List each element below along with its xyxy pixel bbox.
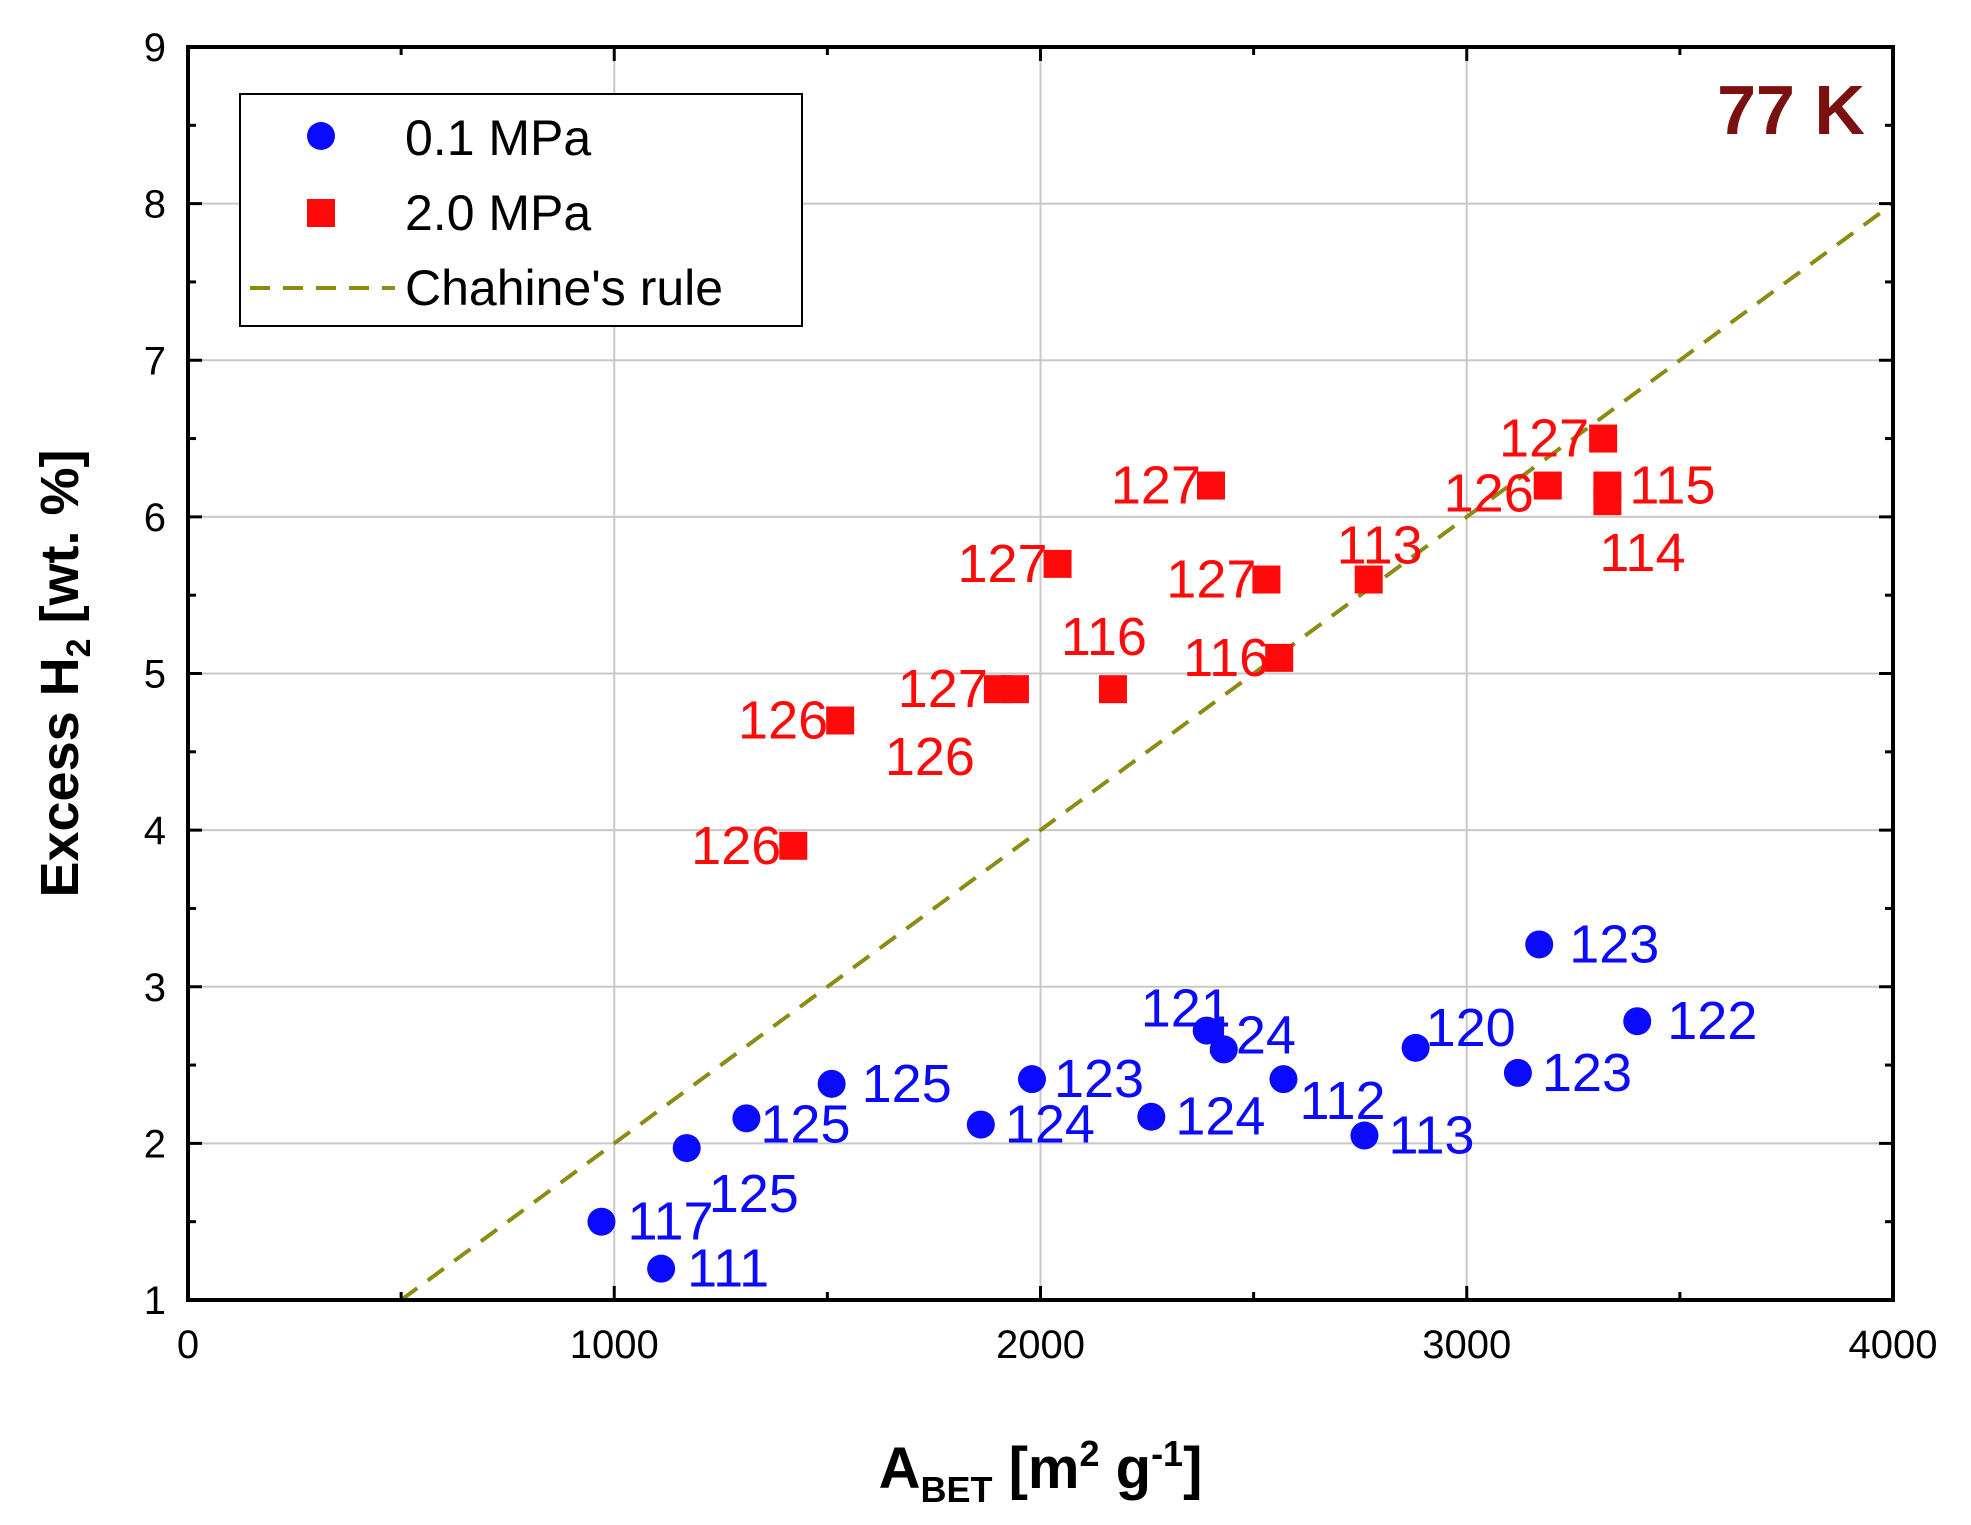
point-label-2.0mpa: 116 <box>1061 607 1147 667</box>
chahine-rule-line <box>399 202 1895 1302</box>
point-label-0.1mpa: 117 <box>627 1192 713 1252</box>
point-label-2.0mpa: 115 <box>1629 456 1715 516</box>
point-label-2.0mpa: 127 <box>1166 550 1256 610</box>
point-2.0mpa <box>826 706 855 735</box>
point-label-0.1mpa: 112 <box>1299 1071 1385 1131</box>
point-label-0.1mpa: 123 <box>1542 1043 1632 1103</box>
x-title-sup2: -1 <box>1151 1433 1183 1474</box>
x-tick-label: 3000 <box>1422 1323 1511 1367</box>
point-0.1mpa <box>1350 1121 1379 1150</box>
point-label-0.1mpa: 124 <box>1005 1095 1095 1155</box>
point-label-2.0mpa: 114 <box>1599 523 1685 583</box>
legend: 0.1 MPa 2.0 MPa Chahine's rule <box>239 93 803 327</box>
y-tick-label: 4 <box>144 809 166 853</box>
temperature-annotation: 77 K <box>1717 71 1865 149</box>
point-2.0mpa <box>779 831 808 860</box>
y-tick-label: 2 <box>144 1122 166 1166</box>
point-2.0mpa <box>1197 471 1225 500</box>
point-label-0.1mpa: 123 <box>1569 914 1659 974</box>
y-tick-label: 7 <box>144 339 166 383</box>
point-0.1mpa <box>647 1254 676 1283</box>
axis-ticks <box>186 45 1895 1302</box>
point-0.1mpa <box>966 1110 995 1139</box>
point-label-0.1mpa: 120 <box>1426 998 1516 1058</box>
point-2.0mpa <box>1593 487 1622 516</box>
point-0.1mpa <box>587 1207 616 1236</box>
y-tick-label: 8 <box>144 183 166 227</box>
y-tick-label: 1 <box>144 1279 166 1323</box>
y-tick-label: 6 <box>144 496 166 540</box>
point-label-0.1mpa: 125 <box>760 1094 850 1154</box>
x-axis-title: ABET [m2 g-1] <box>879 1433 1203 1510</box>
point-label-0.1mpa: 121 <box>1141 979 1231 1039</box>
point-0.1mpa <box>1623 1007 1652 1036</box>
point-label-2.0mpa: 126 <box>1444 464 1534 524</box>
x-tick-label: 2000 <box>996 1323 1085 1367</box>
point-0.1mpa <box>1209 1035 1238 1064</box>
point-0.1mpa <box>1017 1065 1046 1094</box>
point-label-0.1mpa: 111 <box>687 1239 769 1299</box>
point-0.1mpa <box>672 1134 701 1163</box>
x-tick-label: 1000 <box>570 1323 659 1367</box>
y-axis-title: Excess H2 [wt. %] <box>30 449 98 897</box>
point-label-2.0mpa: 126 <box>885 727 975 787</box>
point-label-0.1mpa: 125 <box>862 1054 952 1114</box>
point-0.1mpa <box>1269 1065 1298 1094</box>
point-2.0mpa <box>1533 471 1562 500</box>
point-2.0mpa <box>1000 675 1029 704</box>
point-label-2.0mpa: 116 <box>1183 628 1269 688</box>
x-title-units-close: ] <box>1183 1436 1202 1501</box>
point-label-0.1mpa: 123 <box>1054 1049 1144 1109</box>
y-title-sub: 2 <box>60 638 98 657</box>
point-0.1mpa <box>1503 1058 1532 1087</box>
x-tick-label: 4000 <box>1849 1323 1938 1367</box>
point-2.0mpa <box>1265 643 1294 672</box>
x-title-sup1: 2 <box>1079 1433 1099 1474</box>
x-title-sub: BET <box>920 1469 992 1510</box>
legend-circle-marker <box>307 122 335 150</box>
point-label-0.1mpa: 124 <box>1175 1087 1265 1147</box>
point-label-0.1mpa: 125 <box>709 1164 799 1224</box>
y-title-main: Excess H <box>30 657 90 897</box>
legend-label-0.1mpa: 0.1 MPa <box>405 110 591 166</box>
point-0.1mpa <box>1525 930 1554 959</box>
x-title-main: A <box>879 1436 921 1501</box>
x-title-units-mid: g <box>1100 1436 1152 1501</box>
point-0.1mpa <box>1192 1016 1221 1045</box>
point-2.0mpa <box>1354 565 1383 594</box>
x-tick-label: 0 <box>177 1323 199 1367</box>
data-points <box>587 424 1652 1283</box>
point-label-2.0mpa: 127 <box>898 659 988 719</box>
legend-label-2.0mpa: 2.0 MPa <box>405 185 591 241</box>
point-label-2.0mpa: 127 <box>957 534 1047 594</box>
point-2.0mpa <box>1589 424 1618 453</box>
point-0.1mpa <box>732 1104 761 1133</box>
point-label-2.0mpa: 126 <box>738 690 828 750</box>
legend-square-marker <box>307 199 335 227</box>
point-label-2.0mpa: 113 <box>1337 516 1423 576</box>
point-0.1mpa <box>1401 1033 1430 1062</box>
point-0.1mpa <box>1137 1102 1166 1131</box>
point-label-2.0mpa: 127 <box>1111 456 1201 516</box>
point-label-0.1mpa: 113 <box>1388 1106 1474 1166</box>
y-tick-label: 5 <box>144 653 166 697</box>
point-2.0mpa <box>1252 565 1281 594</box>
point-2.0mpa <box>1043 549 1072 578</box>
y-tick-label: 3 <box>144 966 166 1010</box>
point-label-0.1mpa: 124 <box>1206 1005 1296 1065</box>
x-title-units-open: [m <box>992 1436 1079 1501</box>
point-labels: 1171111251251251241231241211241121131201… <box>627 409 1757 1299</box>
legend-label-chahines-rule: Chahine's rule <box>405 260 723 316</box>
point-0.1mpa <box>817 1069 846 1098</box>
point-label-2.0mpa: 127 <box>1499 409 1589 469</box>
point-2.0mpa <box>1098 675 1127 704</box>
chahine-rule-dashed-line <box>399 202 1895 1302</box>
point-label-0.1mpa: 122 <box>1667 991 1757 1051</box>
point-label-2.0mpa: 126 <box>691 816 781 876</box>
y-tick-label: 9 <box>144 26 166 70</box>
y-title-units: [wt. %] <box>30 449 90 638</box>
